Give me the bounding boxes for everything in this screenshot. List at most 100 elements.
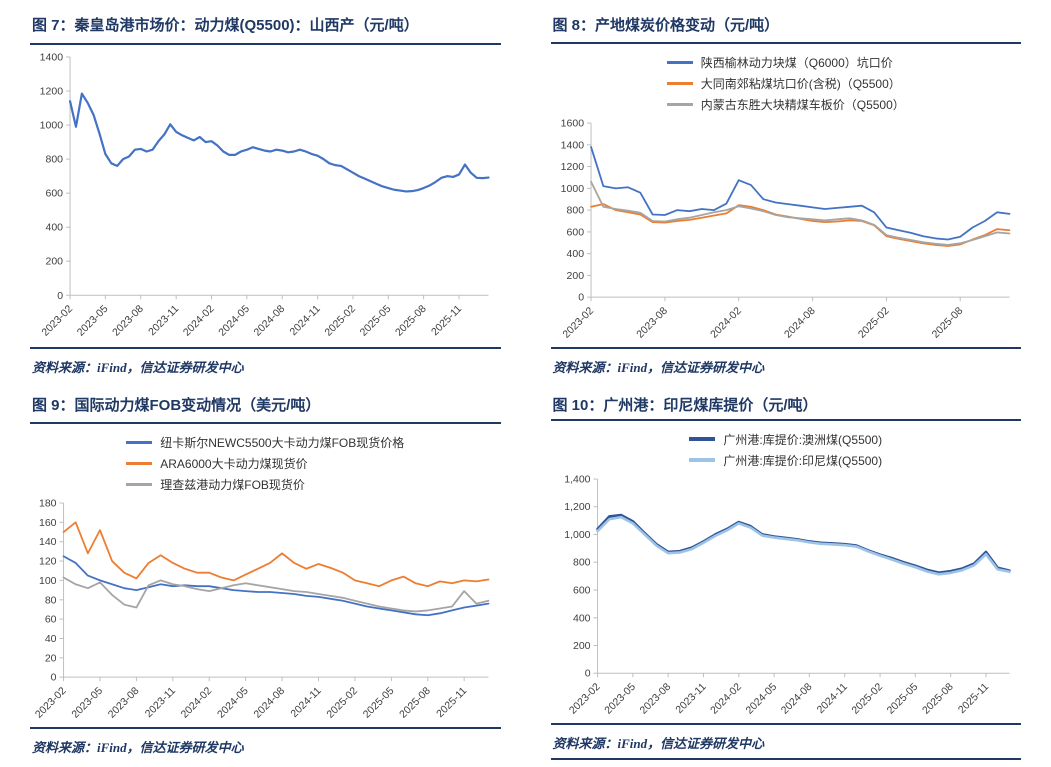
y-tick-label: 400 <box>46 222 64 234</box>
legend-label: 大同南郊粘煤坑口价(含税)（Q5500） <box>700 76 901 91</box>
x-tick-label: 2023-11 <box>673 680 708 715</box>
figure-9-source: 资料来源：iFind，信达证券研发中心 <box>30 727 501 760</box>
legend-label: 内蒙古东胜大块精煤车板价（Q5500） <box>700 97 905 112</box>
figure-7-title: 图 7：秦皇岛港市场价：动力煤(Q5500)：山西产（元/吨） <box>30 8 501 45</box>
y-tick-label: 200 <box>566 270 584 282</box>
y-tick-label: 1,200 <box>564 501 590 513</box>
x-tick-label: 2025-02 <box>849 680 885 716</box>
x-tick-label: 2024-05 <box>743 680 779 716</box>
legend-line-swatch <box>126 440 153 444</box>
chart-legend: 广州港:库提价:澳洲煤(Q5500) 广州港:库提价:印尼煤(Q5500) <box>689 429 882 471</box>
y-tick-label: 200 <box>46 256 64 268</box>
x-tick-label: 2023-02 <box>33 684 69 720</box>
x-tick-label: 2025-08 <box>393 303 429 339</box>
figure-8-chart-area: 陕西榆林动力块煤（Q6000）坑口价 大同南郊粘煤坑口价(含税)（Q5500） 内蒙… <box>551 44 1022 347</box>
x-tick-label: 2024-05 <box>216 303 252 339</box>
x-tick-label: 2023-08 <box>634 304 670 340</box>
legend-item: ARA6000大卡动力煤现货价 <box>126 453 404 474</box>
y-tick-label: 80 <box>45 594 57 606</box>
x-tick-label: 2023-05 <box>69 684 105 720</box>
x-tick-label: 2024-02 <box>181 303 217 339</box>
y-tick-label: 200 <box>573 640 591 652</box>
y-tick-label: 1400 <box>560 139 584 151</box>
x-tick-label: 2024-02 <box>708 680 744 716</box>
figure-8-source: 资料来源：iFind，信达证券研发中心 <box>550 347 1021 380</box>
figures-grid: 图 7：秦皇岛港市场价：动力煤(Q5500)：山西产（元/吨） 0 200 400 6… <box>30 8 1021 760</box>
legend-label: ARA6000大卡动力煤现货价 <box>160 456 308 471</box>
y-tick-label: 1200 <box>560 161 584 173</box>
figure-10-title: 图 10：广州港：印尼煤库提价（元/吨） <box>550 388 1021 421</box>
legend-label: 纽卡斯尔NEWC5500大卡动力煤FOB现货价格 <box>160 435 405 450</box>
y-tick-label: 160 <box>39 517 57 529</box>
x-tick-label: 2024-08 <box>252 303 288 339</box>
x-tick-label: 2024-11 <box>288 303 323 338</box>
x-tick-label: 2025-02 <box>855 304 891 340</box>
legend-line-swatch <box>666 60 693 64</box>
y-tick-label: 40 <box>45 633 57 645</box>
x-tick-label: 2025-11 <box>955 680 990 715</box>
chart-legend: 纽卡斯尔NEWC5500大卡动力煤FOB现货价格 ARA6000大卡动力煤现货价理… <box>126 432 404 495</box>
y-tick-label: 400 <box>566 248 584 260</box>
y-tick-label: 600 <box>46 188 64 200</box>
legend-line-swatch <box>126 461 153 465</box>
y-tick-label: 0 <box>584 667 590 679</box>
y-tick-label: 140 <box>39 536 57 548</box>
figure-10-chart-area: 广州港:库提价:澳洲煤(Q5500) 广州港:库提价:印尼煤(Q5500) 0 200… <box>551 421 1022 723</box>
x-tick-label: 2024-08 <box>778 680 814 716</box>
legend-item: 广州港:库提价:澳洲煤(Q5500) <box>689 429 882 450</box>
legend-label: 陕西榆林动力块煤（Q6000）坑口价 <box>700 55 893 70</box>
y-tick-label: 1600 <box>560 117 584 129</box>
figure-10: 图 10：广州港：印尼煤库提价（元/吨） 广州港:库提价:澳洲煤(Q5500) 广… <box>550 388 1022 760</box>
legend-label: 广州港:库提价:澳洲煤(Q5500) <box>723 432 883 447</box>
legend-line-swatch <box>666 81 693 85</box>
x-tick-label: 2023-02 <box>560 304 596 340</box>
y-tick-label: 1000 <box>40 120 64 132</box>
x-tick-label: 2025-08 <box>920 680 956 716</box>
legend-item: 陕西榆林动力块煤（Q6000）坑口价 <box>666 52 905 73</box>
series-line <box>589 145 1010 241</box>
x-tick-label: 2024-11 <box>814 680 849 715</box>
series-line <box>62 576 490 613</box>
legend-label: 理查兹港动力煤FOB现货价 <box>160 477 305 492</box>
y-tick-label: 1,400 <box>564 473 590 485</box>
y-tick-label: 1200 <box>40 86 64 98</box>
y-tick-label: 1,000 <box>564 529 590 541</box>
series-line <box>595 513 1011 574</box>
series-line <box>595 515 1011 576</box>
x-tick-label: 2025-11 <box>429 303 464 338</box>
x-tick-label: 2024-02 <box>179 684 215 720</box>
x-tick-label: 2025-08 <box>929 304 965 340</box>
x-tick-label: 2025-08 <box>397 684 433 720</box>
legend-line-swatch <box>689 437 716 442</box>
legend-item: 内蒙古东胜大块精煤车板价（Q5500） <box>666 94 905 115</box>
legend-line-swatch <box>689 458 716 463</box>
y-tick-label: 800 <box>573 556 591 568</box>
y-tick-label: 1400 <box>40 52 64 64</box>
x-tick-label: 2023-02 <box>566 680 602 716</box>
y-tick-label: 20 <box>45 652 57 664</box>
chart-legend: 陕西榆林动力块煤（Q6000）坑口价 大同南郊粘煤坑口价(含税)（Q5500） 内蒙… <box>666 52 905 115</box>
figure-7-source: 资料来源：iFind，信达证券研发中心 <box>30 347 501 380</box>
legend-item: 纽卡斯尔NEWC5500大卡动力煤FOB现货价格 <box>126 432 404 453</box>
x-tick-label: 2025-05 <box>884 680 920 716</box>
x-tick-label: 2025-05 <box>358 303 394 339</box>
y-tick-label: 600 <box>566 226 584 238</box>
x-tick-label: 2023-05 <box>602 680 638 716</box>
x-tick-label: 2023-02 <box>39 303 75 339</box>
y-tick-label: 600 <box>573 584 591 596</box>
x-tick-label: 2023-08 <box>637 680 673 716</box>
y-tick-label: 180 <box>39 497 57 509</box>
y-tick-label: 400 <box>573 612 591 624</box>
legend-label: 广州港:库提价:印尼煤(Q5500) <box>723 453 883 468</box>
legend-item: 理查兹港动力煤FOB现货价 <box>126 474 404 495</box>
y-tick-label: 1000 <box>560 183 584 195</box>
x-tick-label: 2024-02 <box>708 304 744 340</box>
y-tick-label: 800 <box>46 154 64 166</box>
series-line <box>62 555 490 616</box>
y-tick-label: 0 <box>578 291 584 303</box>
y-tick-label: 100 <box>39 575 57 587</box>
